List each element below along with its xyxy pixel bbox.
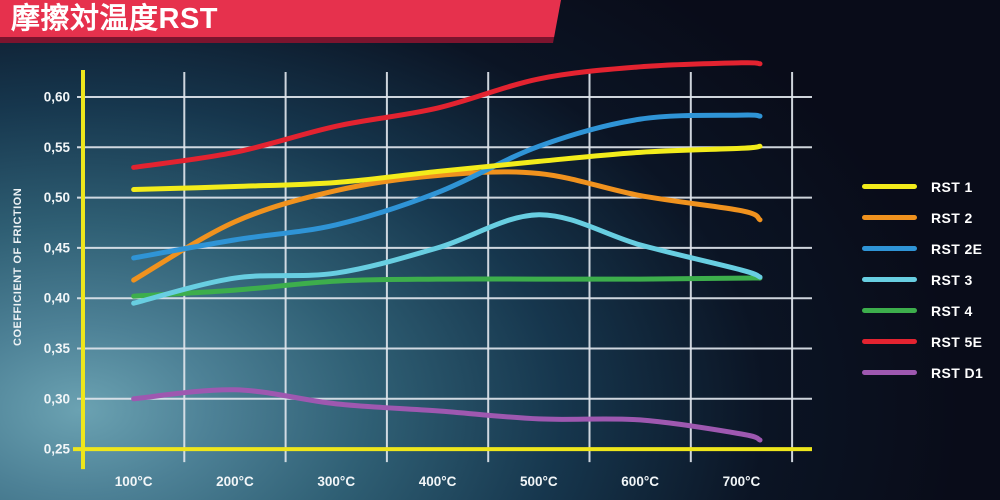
- legend-item-rst-2: RST 2: [862, 202, 983, 233]
- y-tick-label: 0,35: [44, 341, 71, 356]
- curve-rst-3: [131, 212, 763, 306]
- curve-rst-1: [131, 143, 763, 193]
- curve-rst-d1: [131, 387, 763, 443]
- x-tick-label: 200°C: [216, 474, 254, 489]
- y-tick-label: 0,30: [44, 391, 70, 406]
- curve-rst-2: [131, 169, 763, 283]
- page-title: 摩擦対温度RST: [11, 3, 219, 35]
- legend-label: RST 5E: [931, 333, 983, 350]
- y-tick-label: 0,40: [44, 291, 70, 306]
- x-tick-label: 400°C: [419, 474, 457, 489]
- legend-label: RST D1: [931, 364, 984, 381]
- legend-item-rst-2e: RST 2E: [862, 233, 983, 264]
- legend-swatch: [862, 215, 917, 220]
- legend-label: RST 2: [931, 209, 973, 226]
- x-tick-label: 100°C: [115, 474, 153, 489]
- y-tick-label: 0,55: [44, 140, 71, 155]
- legend-item-rst-5e: RST 5E: [862, 326, 983, 357]
- curve-rst-2e: [131, 112, 763, 261]
- legend-swatch: [862, 370, 917, 375]
- legend-item-rst-1: RST 1: [862, 171, 983, 202]
- x-tick-label: 600°C: [621, 474, 659, 489]
- legend-label: RST 2E: [931, 240, 983, 257]
- legend-label: RST 4: [931, 302, 973, 319]
- x-tick-label: 300°C: [317, 474, 355, 489]
- x-tick-label: 700°C: [723, 474, 761, 489]
- legend-item-rst-4: RST 4: [862, 295, 983, 326]
- curve-rst-5e: [131, 60, 763, 170]
- legend-swatch: [862, 277, 917, 282]
- curve-rst-4: [131, 275, 763, 299]
- y-tick-label: 0,25: [44, 442, 71, 457]
- title-banner: 摩擦対温度RST: [0, 0, 561, 43]
- x-tick-label: 500°C: [520, 474, 558, 489]
- legend-swatch: [862, 246, 917, 251]
- legend-item-rst-3: RST 3: [862, 264, 983, 295]
- legend-swatch: [862, 339, 917, 344]
- y-tick-label: 0,45: [44, 240, 71, 255]
- y-tick-label: 0,50: [44, 190, 70, 205]
- legend-label: RST 3: [931, 271, 973, 288]
- chart-legend: RST 1 RST 2 RST 2E RST 3 RST 4 RST 5E RST D1: [862, 171, 983, 388]
- legend-swatch: [862, 308, 917, 313]
- legend-swatch: [862, 184, 917, 189]
- y-tick-label: 0,60: [44, 90, 70, 105]
- legend-item-rst-d1: RST D1: [862, 357, 983, 388]
- legend-label: RST 1: [931, 178, 973, 195]
